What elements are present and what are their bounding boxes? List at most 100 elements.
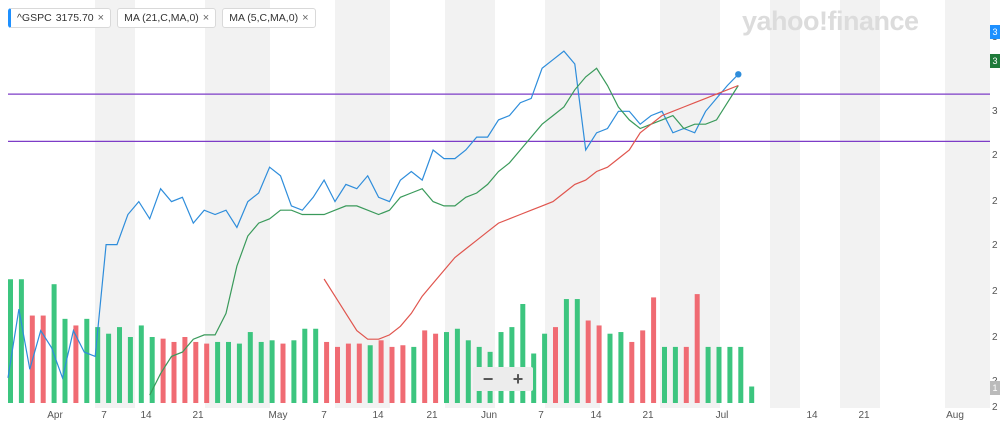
volume-bar <box>127 337 133 403</box>
legend-chip-ma21[interactable]: MA (21,C,MA,0) × <box>117 8 217 28</box>
volume-bar <box>444 332 449 403</box>
volume-bar <box>465 340 471 403</box>
x-tick-label: 21 <box>858 410 870 421</box>
volume-bar <box>574 299 580 403</box>
volume-bar <box>542 333 548 403</box>
volume-bar <box>117 327 122 403</box>
volume-bar <box>356 343 362 403</box>
volume-bar <box>8 279 13 403</box>
x-tick-label: 14 <box>372 410 384 421</box>
zoom-controls: − + <box>473 367 533 391</box>
close-icon[interactable]: × <box>302 12 309 24</box>
volume-bar <box>313 328 319 403</box>
legend-label: MA (21,C,MA,0) <box>124 12 199 24</box>
y-tick-label: 2 <box>992 286 998 297</box>
volume-bar <box>433 333 439 403</box>
zoom-out-button[interactable]: − <box>482 369 494 389</box>
x-tick-label: 7 <box>101 410 107 421</box>
volume-bar <box>51 284 57 403</box>
volume-badge: 1 <box>990 381 1000 395</box>
x-tick-label: 21 <box>426 410 438 421</box>
volume-bar <box>40 315 46 403</box>
ma5-line <box>149 67 739 396</box>
volume-bar <box>618 332 624 403</box>
legend-label: ^GSPC <box>17 12 52 24</box>
y-axis: 3332222222 3 3 1 <box>990 0 1000 422</box>
volume-bar <box>345 343 351 403</box>
ma-badge: 3 <box>990 54 1000 68</box>
last-price-dot <box>735 71 742 78</box>
indicator-legend: ^GSPC 3175.70 × MA (21,C,MA,0) × MA (5,C… <box>8 8 316 28</box>
volume-bar <box>215 341 221 403</box>
yahoo-finance-logo: yahoo!finance <box>742 6 919 36</box>
volume-bar <box>585 320 591 403</box>
shade-band <box>840 0 880 408</box>
y-tick-label: 2 <box>992 332 998 343</box>
shade-band <box>770 0 800 408</box>
volume-bar <box>291 340 297 403</box>
volume-bar <box>62 318 68 403</box>
volume-bar <box>378 340 384 403</box>
volume-bar <box>422 330 428 403</box>
legend-value: 3175.70 <box>55 12 94 24</box>
volume-bar <box>400 345 406 403</box>
volume-bar <box>335 346 340 403</box>
legend-chip-ma5[interactable]: MA (5,C,MA,0) × <box>222 8 316 28</box>
price-badge: 3 <box>990 25 1000 39</box>
ma21-line <box>323 84 739 340</box>
volume-bar <box>411 346 417 403</box>
y-tick-label: 2 <box>992 402 998 413</box>
volume-bar <box>302 328 308 403</box>
close-icon[interactable]: × <box>202 12 210 24</box>
x-tick-label: 14 <box>140 410 152 421</box>
x-tick-label: May <box>269 410 288 421</box>
volume-bar <box>563 299 569 403</box>
shade-band <box>205 0 270 408</box>
x-tick-label: 21 <box>642 410 654 421</box>
volume-bar <box>607 333 613 403</box>
x-tick-label: 14 <box>590 410 602 421</box>
shade-band <box>660 0 720 408</box>
volume-bar <box>367 345 373 403</box>
volume-bar <box>454 328 460 403</box>
legend-chip-gspc[interactable]: ^GSPC 3175.70 × <box>8 8 112 28</box>
zoom-in-button[interactable]: + <box>512 369 524 389</box>
volume-bar <box>193 341 199 403</box>
volume-bar <box>705 346 711 403</box>
volume-bar <box>520 304 526 403</box>
y-tick-label: 3 <box>992 106 998 117</box>
volume-bar <box>324 341 330 403</box>
volume-bar <box>236 343 242 403</box>
x-tick-label: Apr <box>47 410 63 421</box>
volume-bar <box>553 327 558 403</box>
volume-bar <box>749 386 755 403</box>
volume-bar <box>651 297 657 403</box>
x-tick-label: 7 <box>321 410 327 421</box>
volume-bar <box>138 325 144 403</box>
x-tick-label: 7 <box>538 410 544 421</box>
volume-bar <box>171 341 177 403</box>
volume-bar <box>640 330 646 403</box>
price-line <box>7 50 739 381</box>
volume-bar <box>182 337 188 403</box>
y-tick-label: 2 <box>992 240 998 251</box>
shade-band <box>445 0 495 408</box>
volume-bar <box>389 346 395 403</box>
x-tick-label: Jul <box>716 410 729 421</box>
volume-bar <box>738 346 744 403</box>
volume-bar <box>95 327 101 403</box>
volume-bar <box>247 332 253 403</box>
volume-bar <box>280 343 286 403</box>
volume-bar <box>727 346 733 403</box>
y-tick-label: 2 <box>992 196 998 207</box>
volume-bar <box>596 325 602 403</box>
volume-bar <box>84 318 90 403</box>
volume-bar <box>694 294 700 403</box>
shade-band <box>945 0 990 408</box>
volume-bar <box>629 341 635 403</box>
x-tick-label: Jun <box>481 410 497 421</box>
legend-label: MA (5,C,MA,0) <box>229 12 299 24</box>
x-axis-ticks: Apr 7 14 21 May 7 14 21 Jun 7 14 21 Jul 14 21 Aug <box>47 410 964 421</box>
close-icon[interactable]: × <box>97 12 105 24</box>
